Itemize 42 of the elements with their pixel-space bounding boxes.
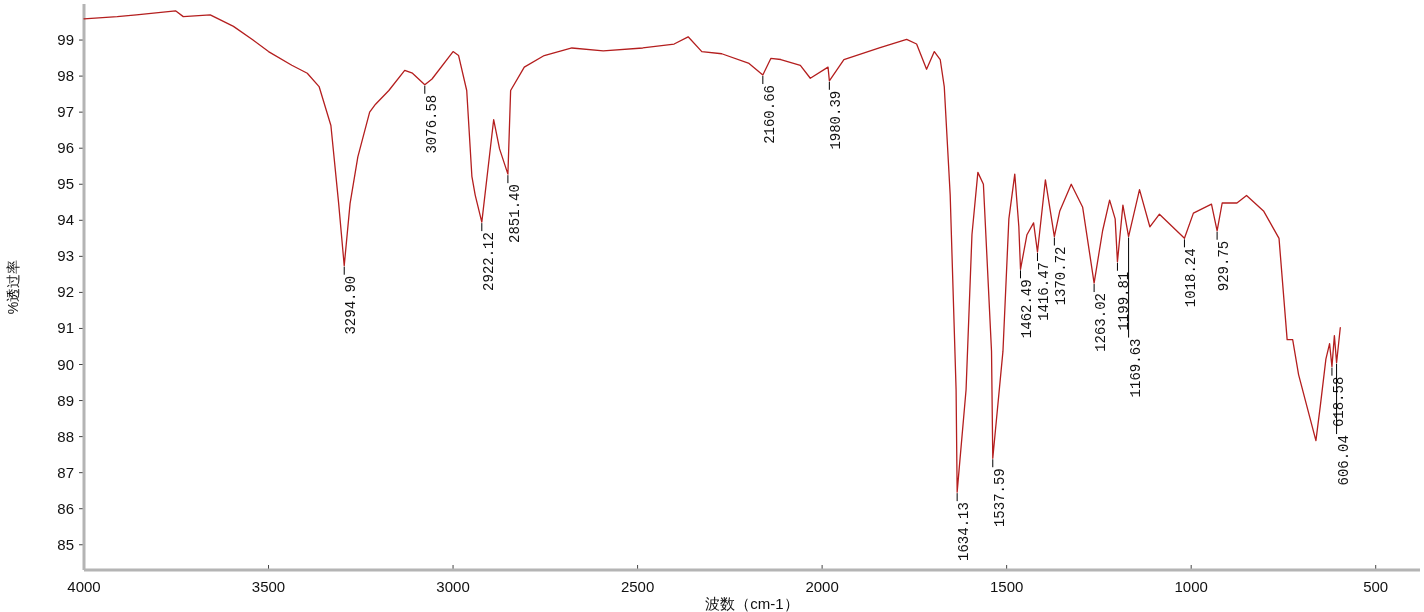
y-tick-label: 90 <box>57 355 74 373</box>
y-tick-label: 92 <box>57 283 74 301</box>
x-tick-label: 4000 <box>67 578 101 595</box>
x-tick-label: 1000 <box>1174 578 1208 595</box>
annotation: 1370.72 <box>1053 237 1070 306</box>
y-tick-label: 85 <box>57 535 74 553</box>
annotation: 1263.02 <box>1093 283 1110 352</box>
y-tick-label: 89 <box>57 391 74 409</box>
y-tick-label: 91 <box>57 319 74 337</box>
annotation: 2851.40 <box>506 174 523 243</box>
x-tick-label: 3000 <box>436 578 470 595</box>
annotation: 1537.59 <box>991 458 1008 528</box>
annotation: 1416.47 <box>1036 252 1053 321</box>
y-tick-label: 98 <box>57 67 74 85</box>
annotation: 3294.90 <box>343 266 360 335</box>
y-tick-label: 95 <box>57 175 74 193</box>
annotation: 2922.12 <box>480 222 497 291</box>
x-tick-label: 2000 <box>805 578 839 595</box>
annotation: 1169.63 <box>1127 338 1144 398</box>
annotation: 1634.13 <box>956 492 973 561</box>
x-tick-label: 500 <box>1363 578 1389 595</box>
annotation: 929.75 <box>1216 231 1233 292</box>
annotation: 2160.66 <box>761 75 778 144</box>
y-tick-label: 97 <box>57 103 74 121</box>
y-tick-label: 86 <box>57 499 74 517</box>
x-tick-label: 3500 <box>251 578 286 595</box>
annotation: 1462.49 <box>1019 269 1036 339</box>
y-tick-label: 87 <box>57 463 74 481</box>
annotation: 606.04 <box>1335 435 1352 486</box>
annotation: 1980.39 <box>828 81 845 150</box>
annotation: 618.58 <box>1330 367 1347 428</box>
y-tick-label: 99 <box>57 31 74 49</box>
y-tick-label: 96 <box>57 139 74 157</box>
y-tick-label: 93 <box>57 247 74 265</box>
annotation: 1018.24 <box>1183 238 1200 308</box>
x-tick-label: 1500 <box>989 578 1024 595</box>
y-tick-label: 94 <box>57 211 74 229</box>
annotation: 3076.58 <box>423 85 440 154</box>
x-axis-title: 波数（cm-1） <box>705 595 799 612</box>
y-axis-title: %透过率 <box>5 259 21 315</box>
x-tick-label: 2500 <box>620 578 655 595</box>
y-tick-label: 88 <box>57 427 74 445</box>
